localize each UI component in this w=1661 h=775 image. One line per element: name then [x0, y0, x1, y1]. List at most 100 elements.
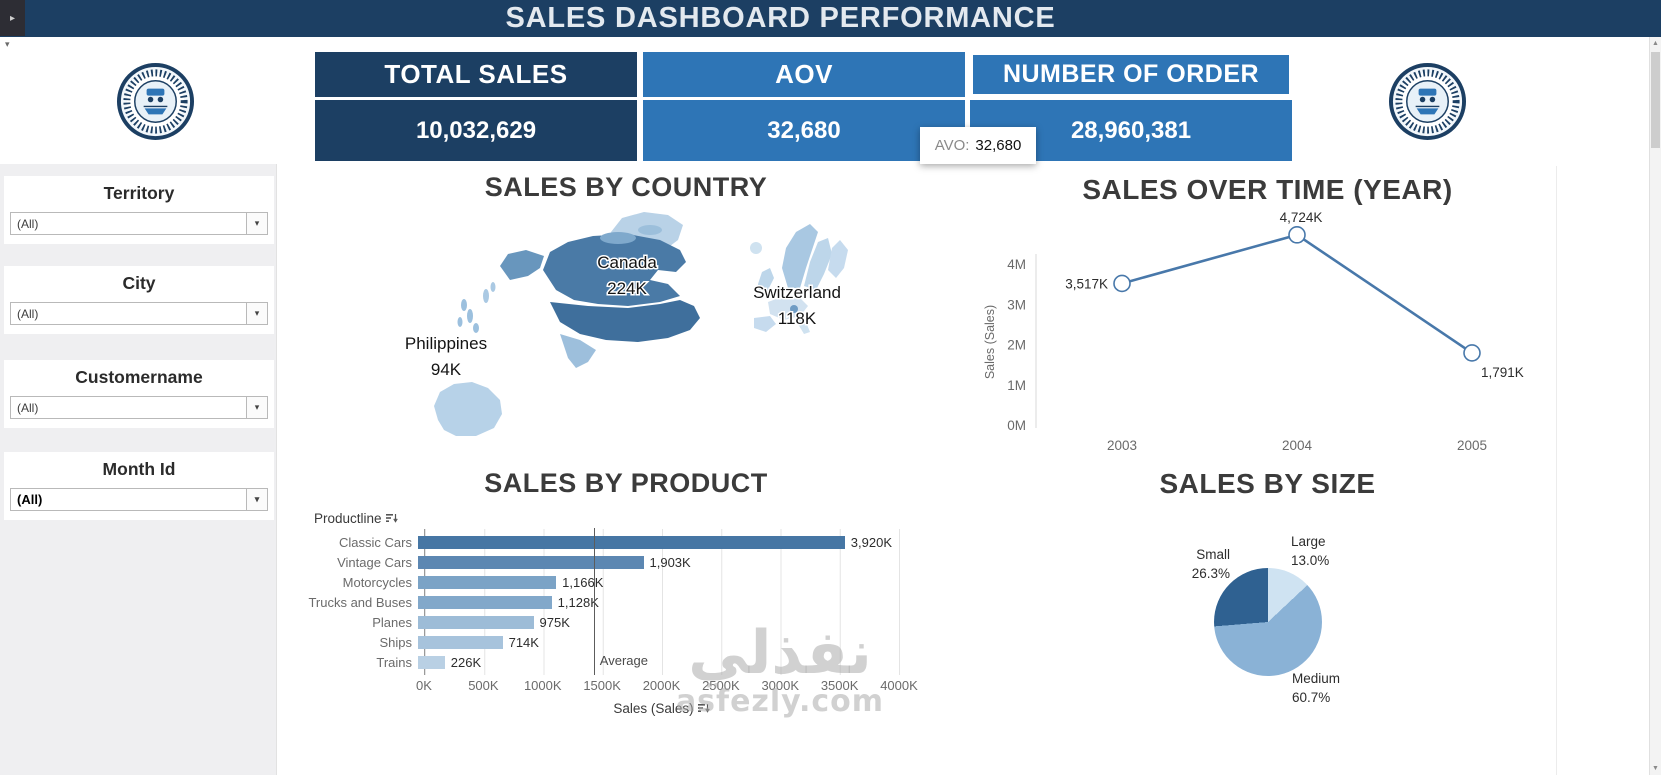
bar-row: Ships 714K	[300, 632, 960, 652]
sales-by-product-title: SALES BY PRODUCT	[484, 468, 768, 498]
map-philippines-shape[interactable]	[457, 317, 463, 327]
map-finland-shape[interactable]	[828, 240, 848, 278]
map-switzerland-shape[interactable]	[790, 305, 798, 313]
map-philippines-shape[interactable]	[473, 323, 479, 333]
month-id-filter: Month Id (All) ▾	[4, 452, 274, 520]
map-australia-shape[interactable]	[434, 382, 502, 436]
sales-over-time-title: SALES OVER TIME (YEAR)	[1082, 174, 1453, 205]
dropdown-value: (All)	[17, 492, 43, 507]
kpi-total-sales-header: TOTAL SALES	[315, 52, 637, 97]
map-alaska-shape[interactable]	[500, 250, 544, 280]
row-header-label: Productline	[314, 511, 382, 526]
city-filter: City (All) ▾	[4, 266, 274, 334]
map-japan-shape[interactable]	[490, 282, 496, 292]
map-spain-shape[interactable]	[754, 316, 776, 332]
map-norway-shape[interactable]	[782, 224, 818, 288]
sidebar-collapse-control[interactable]: ▸	[0, 0, 25, 36]
company-logo	[116, 62, 195, 141]
axis-tick-label: 4000K	[880, 678, 918, 693]
dropdown-arrow-button[interactable]: ▾	[246, 397, 267, 418]
bar-value-label: 714K	[508, 634, 539, 650]
sales-line[interactable]	[1121, 233, 1473, 354]
bar-motorcycles[interactable]	[418, 575, 557, 589]
pie-slice-pct: 60.7%	[1292, 689, 1331, 705]
map-philippines-shape[interactable]	[467, 309, 473, 323]
pie-slice-name: Large	[1291, 534, 1326, 549]
map-arctic-island[interactable]	[638, 225, 662, 235]
dropdown-arrow-button[interactable]: ▾	[246, 213, 267, 234]
pie-slice-name: Small	[1196, 547, 1230, 562]
sort-icon[interactable]	[697, 703, 710, 714]
bar-track: 714K	[418, 632, 892, 652]
dropdown-arrow-button[interactable]: ▾	[246, 489, 267, 510]
chevron-down-icon: ▾	[254, 402, 260, 412]
bar-category-label: Trucks and Buses	[308, 594, 412, 610]
bar-value-label: 1,166K	[562, 574, 604, 590]
month-id-filter-dropdown[interactable]: (All) ▾	[10, 488, 268, 511]
map-arctic-island[interactable]	[600, 232, 636, 244]
customername-filter-dropdown[interactable]: (All) ▾	[10, 396, 268, 419]
bar-classic-cars[interactable]	[418, 535, 845, 549]
line-point-2004[interactable]	[1288, 226, 1306, 244]
sales-by-country-map: Canada 224K Switzerland 118K Philippines…	[403, 212, 848, 436]
scroll-down-arrow-icon[interactable]: ▼	[1652, 765, 1659, 772]
territory-filter-label: Territory	[103, 183, 175, 203]
pie-label-medium: Medium 60.7%	[1292, 670, 1340, 708]
line-point-2003[interactable]	[1113, 274, 1131, 293]
axis-tick-label: 2000K	[642, 678, 681, 693]
map-label-philippines: Philippines	[405, 334, 487, 353]
vertical-scrollbar[interactable]: ▲ ▼	[1649, 37, 1661, 775]
line-point-2005[interactable]	[1463, 344, 1481, 362]
filter-sidebar: Territory (All) ▾ City (All) ▾ Customern…	[0, 164, 277, 775]
pie-slice-name: Medium	[1292, 671, 1341, 686]
x-axis-tick-label: 2003	[1107, 438, 1137, 453]
pie-chart[interactable]	[1214, 568, 1322, 676]
kpi-aov[interactable]: AOV 32,680	[643, 52, 965, 161]
axis-tick-label: 1500K	[583, 678, 621, 693]
corner-dropdown-arrow[interactable]: ▾	[5, 39, 10, 49]
bar-vintage-cars[interactable]	[418, 555, 644, 569]
dropdown-value: (All)	[17, 400, 39, 415]
chevron-down-icon: ▾	[254, 218, 260, 228]
bar-ships[interactable]	[418, 635, 503, 649]
map-japan-shape[interactable]	[483, 289, 489, 303]
panel-divider	[1556, 166, 1557, 775]
average-reference-line[interactable]	[593, 528, 595, 675]
bar-value-label: 1,903K	[649, 554, 691, 570]
bar-trains[interactable]	[418, 655, 445, 669]
kpi-aov-value: 32,680	[643, 100, 965, 161]
map-sweden-shape[interactable]	[804, 238, 832, 290]
bar-planes[interactable]	[418, 615, 534, 629]
city-filter-dropdown[interactable]: (All) ▾	[10, 302, 268, 325]
map-europe-shape[interactable]	[768, 296, 808, 320]
dropdown-arrow-button[interactable]: ▾	[246, 303, 267, 324]
city-filter-label: City	[122, 273, 156, 293]
axis-tick-label: 2500K	[702, 678, 740, 693]
territory-filter-dropdown[interactable]: (All) ▾	[10, 212, 268, 235]
tooltip-value: 32,680	[975, 137, 1022, 154]
map-italy-shape[interactable]	[798, 314, 810, 334]
bar-x-axis-label: Sales (Sales)	[424, 701, 899, 716]
map-philippines-shape[interactable]	[461, 299, 467, 311]
bar-rows: Classic Cars 3,920K Vintage Cars 1,903K Moto…	[300, 532, 960, 672]
bar-track: 226K	[418, 652, 892, 672]
bar-track: 1,166K	[418, 572, 892, 592]
sort-icon[interactable]	[385, 513, 398, 524]
kpi-aov-header: AOV	[643, 52, 965, 97]
scrollbar-thumb[interactable]	[1651, 52, 1660, 148]
map-uk-shape[interactable]	[758, 268, 774, 294]
bar-track: 975K	[418, 612, 892, 632]
caret-icon: ▸	[9, 12, 16, 24]
scroll-up-arrow-icon[interactable]: ▲	[1652, 40, 1659, 47]
bar-category-label: Planes	[372, 614, 412, 630]
map-mexico-shape[interactable]	[560, 334, 596, 368]
bar-trucks-and-buses[interactable]	[418, 595, 552, 609]
map-usa-shape[interactable]	[550, 300, 700, 342]
kpi-total-sales[interactable]: TOTAL SALES 10,032,629	[315, 52, 637, 161]
average-line-label: Average	[599, 653, 648, 668]
map-iceland-shape[interactable]	[750, 242, 762, 254]
map-canada-shape[interactable]	[543, 234, 686, 306]
kpi-total-sales-value: 10,032,629	[315, 100, 637, 161]
bar-row: Trucks and Buses 1,128K	[300, 592, 960, 612]
dropdown-value: (All)	[17, 216, 39, 231]
